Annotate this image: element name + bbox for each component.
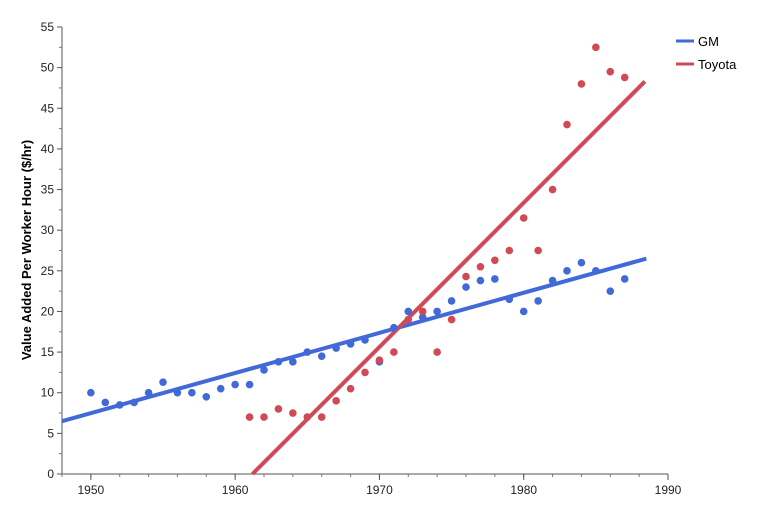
toyota-point <box>274 405 283 413</box>
plot-frame <box>61 27 668 475</box>
x-tick-label: 1990 <box>655 483 682 497</box>
gm-point <box>361 336 369 344</box>
toyota-point <box>620 73 629 82</box>
gm-point <box>447 297 456 305</box>
gm-point <box>577 258 586 267</box>
gm-point <box>519 307 528 316</box>
toyota-point <box>476 262 485 271</box>
toyota-point <box>404 315 413 324</box>
toyota-point <box>505 246 514 255</box>
gm-point <box>592 267 600 275</box>
gm-point <box>202 392 211 401</box>
x-tick-label: 1970 <box>366 483 393 497</box>
gm-point <box>173 388 182 397</box>
gm-point <box>548 276 557 285</box>
x-tick-label: 1960 <box>222 483 249 497</box>
gm-point <box>390 323 398 332</box>
y-tick-label: 30 <box>41 223 55 237</box>
gm-point <box>87 388 95 397</box>
gm-point <box>274 358 283 366</box>
toyota-point <box>303 413 312 421</box>
gm-point <box>115 401 124 409</box>
gm-point <box>462 283 470 291</box>
y-axis: 0 5 10 15 20 25 30 35 40 45 50 55 <box>41 20 62 481</box>
toyota-point <box>346 384 355 393</box>
gm-point <box>404 307 413 316</box>
gm-point <box>620 275 629 283</box>
toyota-point <box>260 413 268 421</box>
toyota-point <box>548 185 557 194</box>
gm-point <box>231 380 239 389</box>
y-tick-label: 25 <box>41 264 55 278</box>
toyota-point <box>519 214 528 222</box>
y-tick-label: 45 <box>41 101 55 115</box>
toyota-point <box>563 120 571 129</box>
gm-point <box>606 287 615 295</box>
toyota-point <box>491 256 499 265</box>
y-tick-label: 20 <box>41 304 55 318</box>
gm-point <box>260 366 268 374</box>
gm-point <box>144 388 153 397</box>
gm-point <box>476 276 485 285</box>
toyota-point <box>332 397 340 405</box>
gm-point <box>332 344 340 352</box>
y-tick-label: 40 <box>41 142 55 156</box>
gm-point <box>505 295 514 304</box>
legend-label-toyota: Toyota <box>698 57 737 72</box>
gm-point <box>216 384 225 393</box>
gm-point <box>491 275 499 283</box>
toyota-point <box>245 413 254 421</box>
gm-point <box>130 398 138 407</box>
toyota-point <box>375 356 384 365</box>
x-tick-label: 1950 <box>78 483 105 497</box>
toyota-point <box>534 246 542 255</box>
gm-point <box>159 378 167 386</box>
toyota-point <box>289 409 297 417</box>
toyota-point <box>418 307 427 316</box>
gm-point <box>418 313 427 321</box>
legend: GM Toyota <box>676 34 737 72</box>
y-tick-label: 0 <box>47 467 54 481</box>
gm-point <box>245 380 254 389</box>
gm-point <box>563 267 571 275</box>
gm-point <box>289 358 297 366</box>
toyota-point <box>606 67 615 76</box>
toyota-point <box>592 43 600 52</box>
toyota-point <box>447 315 456 324</box>
y-tick-label: 55 <box>41 20 55 34</box>
gm-point <box>317 352 326 360</box>
toyota-point <box>361 368 369 377</box>
data-points <box>87 43 629 421</box>
toyota-fit-line <box>251 80 647 476</box>
toyota-point <box>390 348 398 356</box>
gm-point <box>188 388 196 397</box>
y-tick-label: 10 <box>41 386 55 400</box>
legend-label-gm: GM <box>698 34 719 49</box>
gm-point <box>101 398 110 407</box>
toyota-point <box>577 80 586 88</box>
toyota-point <box>317 413 326 421</box>
gm-point <box>346 340 355 348</box>
x-tick-label: 1980 <box>510 483 537 497</box>
gm-fit-line <box>61 256 647 424</box>
gm-point <box>303 348 312 356</box>
y-tick-label: 35 <box>41 183 55 197</box>
x-axis: 1950 1960 1970 1980 1990 <box>61 474 682 497</box>
y-tick-label: 5 <box>47 426 54 440</box>
fit-lines <box>61 80 647 476</box>
gm-point <box>534 297 542 305</box>
toyota-point <box>462 272 470 281</box>
y-axis-title: Value Added Per Worker Hour ($/hr) <box>19 140 34 360</box>
toyota-point <box>433 348 441 356</box>
gm-point <box>433 307 441 316</box>
y-tick-label: 50 <box>41 61 55 75</box>
y-tick-label: 15 <box>41 345 55 359</box>
